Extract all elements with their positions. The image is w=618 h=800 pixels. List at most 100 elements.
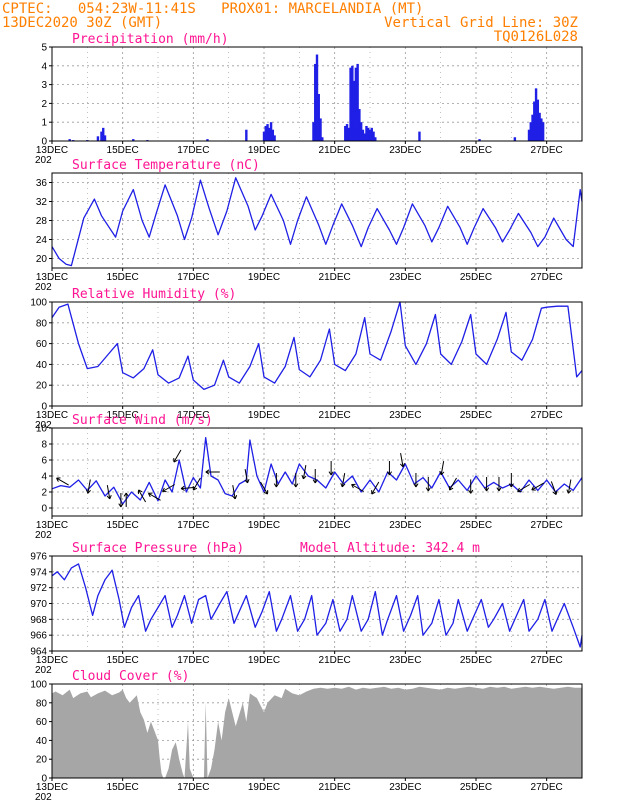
- precipitation-bar: [345, 124, 349, 141]
- precipitation-bar: [271, 129, 275, 141]
- temperature-ytick-label: 24: [36, 235, 48, 246]
- precipitation-bar: [344, 125, 347, 141]
- precipitation-xtick-label: 15DEC: [107, 145, 139, 156]
- pressure-annotation: Model Altitude: 342.4 m: [300, 541, 480, 556]
- wind-xtick-label: 27DEC: [531, 520, 563, 531]
- humidity-xtick-overflow: 202: [35, 420, 52, 431]
- wind-xtick-label: 23DEC: [389, 520, 421, 531]
- humidity-xtick-label: 15DEC: [107, 410, 139, 421]
- wind-arrow: [550, 481, 558, 495]
- cloud-ytick-label: 40: [36, 736, 48, 747]
- precipitation-frame: [51, 46, 583, 142]
- precipitation-ytick-label: 1: [41, 118, 47, 129]
- pressure-xtick-overflow: 202: [35, 665, 52, 676]
- wind-frame: [51, 427, 583, 517]
- wind-arrow: [123, 492, 129, 507]
- wind-arrow: [244, 469, 250, 484]
- temperature-xtick-label: 19DEC: [248, 272, 280, 283]
- pressure-xtick-label: 25DEC: [460, 655, 492, 666]
- wind-line: [51, 436, 583, 505]
- wind-arrow: [56, 477, 69, 486]
- precipitation-bar: [96, 136, 100, 141]
- temperature-ytick-label: 36: [36, 178, 48, 189]
- precipitation-xtick-label: 25DEC: [460, 145, 492, 156]
- wind-arrow: [413, 473, 419, 488]
- wind-xtick-label: 13DEC: [36, 520, 68, 531]
- wind-arrow: [517, 484, 531, 493]
- precipitation-xtick-overflow: 202: [35, 155, 52, 166]
- wind-ytick-label: 10: [36, 424, 48, 435]
- pressure-xtick-label: 23DEC: [389, 655, 421, 666]
- temperature-xtick-label: 15DEC: [107, 272, 139, 283]
- pressure-xtick-label: 27DEC: [531, 655, 563, 666]
- precipitation-bar: [529, 122, 532, 141]
- precipitation-bar: [533, 101, 536, 141]
- cloud-xtick-label: 25DEC: [460, 782, 492, 793]
- precipitation-bar: [358, 109, 361, 141]
- precipitation-bar: [418, 131, 421, 141]
- precipitation-bar: [347, 127, 350, 141]
- precipitation-bar: [370, 127, 373, 141]
- precipitation-bar: [365, 125, 368, 141]
- precipitation-title: Precipitation (mm/h): [72, 32, 229, 47]
- precipitation-bar: [363, 133, 366, 141]
- precipitation-bar: [264, 125, 267, 141]
- wind-arrow: [386, 461, 392, 476]
- precipitation-bar: [354, 67, 358, 141]
- wind-xtick-overflow: 202: [35, 530, 52, 541]
- temperature-xtick-label: 21DEC: [319, 272, 351, 283]
- precipitation-bar: [540, 118, 543, 141]
- wind-arrow: [351, 483, 364, 492]
- wind-arrow: [399, 453, 406, 468]
- wind-arrow: [106, 485, 112, 500]
- precipitation-bar: [351, 65, 354, 141]
- pressure-ytick-label: 976: [30, 552, 47, 563]
- precipitation-bar: [349, 67, 352, 141]
- humidity-title: Relative Humidity (%): [72, 287, 236, 302]
- precipitation-bar: [266, 124, 269, 141]
- precipitation-bar: [262, 131, 266, 141]
- pressure-ytick-label: 974: [30, 567, 47, 578]
- cloud-ytick-label: 20: [36, 755, 48, 766]
- temperature-title: Surface Temperature (nC): [72, 158, 260, 173]
- precipitation-bar: [527, 129, 531, 141]
- humidity-panel: 0 20 40 60 80 100 13DEC 15DEC 17DEC 19DEC 21DEC 23D…: [30, 287, 583, 431]
- humidity-xtick-label: 23DEC: [389, 410, 421, 421]
- pressure-ytick-label: 972: [30, 583, 47, 594]
- humidity-ytick-label: 100: [30, 298, 47, 309]
- humidity-xtick-label: 27DEC: [531, 410, 563, 421]
- precipitation-bar: [206, 139, 209, 141]
- precipitation-ytick-label: 4: [41, 61, 47, 72]
- precipitation-panel: 0 1 2 3 4 5 13DEC 15DEC 17DEC 19DEC 21DEC 23DEC 25DE…: [35, 32, 583, 166]
- precipitation-xtick-label: 13DEC: [36, 145, 68, 156]
- cloud-xtick-label: 15DEC: [107, 782, 139, 793]
- precipitation-bar: [367, 127, 370, 141]
- precipitation-bar: [317, 94, 320, 141]
- wind-panel: 0 2 4 6 8 10 13DEC 15DEC 17DEC 19DEC 21DEC 23DEC 25D…: [35, 413, 583, 541]
- precipitation-bar: [361, 129, 365, 141]
- cloud-ytick-label: 60: [36, 717, 48, 728]
- wind-arrow: [566, 479, 572, 494]
- wind-arrow: [425, 477, 431, 492]
- precipitation-bar: [352, 80, 356, 141]
- precipitation-ytick-label: 0: [41, 137, 47, 148]
- humidity-xtick-label: 17DEC: [177, 410, 209, 421]
- wind-arrow: [484, 477, 490, 492]
- precipitation-bar: [103, 135, 107, 141]
- wind-arrow: [293, 473, 299, 488]
- wind-arrow: [137, 489, 147, 503]
- precipitation-xtick-label: 19DEC: [248, 145, 280, 156]
- pressure-ytick-label: 966: [30, 631, 47, 642]
- cloud-xtick-label: 23DEC: [389, 782, 421, 793]
- humidity-line: [51, 301, 583, 391]
- temperature-xtick-label: 27DEC: [531, 272, 563, 283]
- precipitation-bar: [374, 137, 377, 141]
- precipitation-bar: [541, 122, 545, 141]
- wind-xtick-label: 25DEC: [460, 520, 492, 531]
- pressure-xtick-label: 13DEC: [36, 655, 68, 666]
- header-model-id: TQ0126L028: [494, 29, 578, 45]
- precipitation-ytick-label: 2: [41, 99, 47, 110]
- wind-arrow: [531, 482, 545, 491]
- wind-arrow: [147, 492, 161, 501]
- cloud-xtick-label: 17DEC: [177, 782, 209, 793]
